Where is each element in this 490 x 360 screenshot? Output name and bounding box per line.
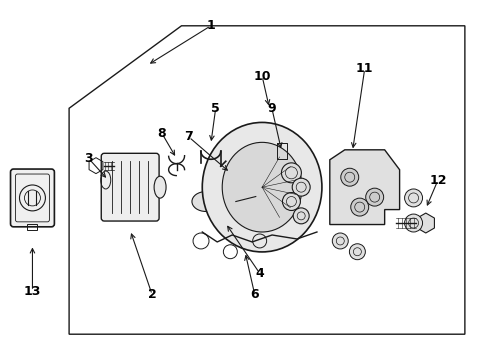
Text: 13: 13 — [24, 285, 41, 298]
Text: 2: 2 — [148, 288, 156, 301]
Ellipse shape — [222, 142, 302, 232]
Text: 4: 4 — [255, 267, 264, 280]
Text: 6: 6 — [250, 288, 259, 301]
Circle shape — [351, 198, 368, 216]
Circle shape — [282, 193, 300, 211]
Circle shape — [405, 214, 422, 232]
Ellipse shape — [192, 192, 220, 211]
Text: 5: 5 — [211, 102, 220, 115]
Text: 12: 12 — [429, 174, 447, 186]
Text: 9: 9 — [268, 102, 276, 115]
Text: 8: 8 — [158, 127, 166, 140]
Polygon shape — [330, 150, 400, 225]
FancyBboxPatch shape — [101, 153, 159, 221]
Text: 10: 10 — [253, 69, 271, 82]
Circle shape — [405, 189, 422, 207]
Text: 3: 3 — [84, 152, 93, 165]
Circle shape — [281, 163, 301, 183]
Text: 1: 1 — [206, 19, 215, 32]
Circle shape — [293, 208, 309, 224]
Circle shape — [349, 244, 366, 260]
Text: 11: 11 — [356, 62, 373, 75]
Ellipse shape — [154, 176, 166, 198]
Circle shape — [341, 168, 359, 186]
Polygon shape — [417, 213, 435, 233]
Ellipse shape — [202, 122, 322, 252]
Circle shape — [292, 178, 310, 196]
Circle shape — [332, 233, 348, 249]
Circle shape — [366, 188, 384, 206]
Text: 7: 7 — [184, 130, 193, 144]
FancyBboxPatch shape — [10, 169, 54, 227]
